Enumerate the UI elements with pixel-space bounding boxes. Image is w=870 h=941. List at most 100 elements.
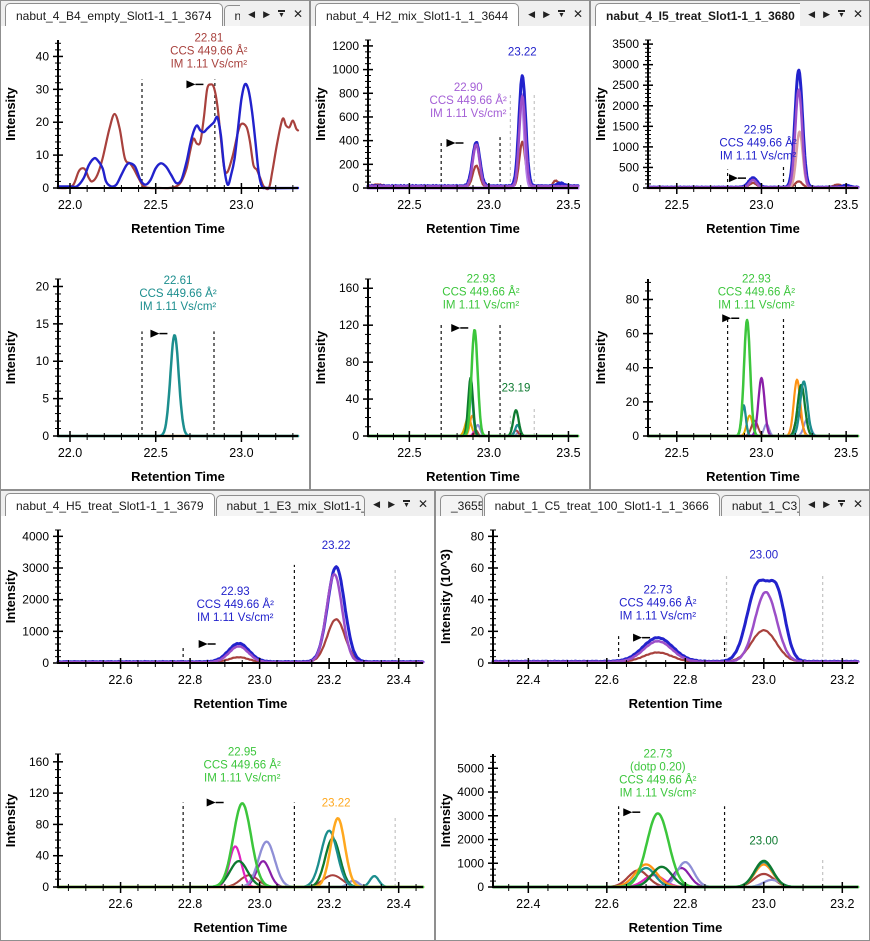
chromatogram-plot[interactable]: 0 40 80 120 160 22.5 23.0 23.5 Retention Time Int…: [311, 241, 589, 489]
svg-text:Intensity: Intensity: [3, 793, 18, 847]
svg-text:CCS 449.66 Å²: CCS 449.66 Å²: [619, 596, 697, 609]
close-window-button[interactable]: ✕: [852, 7, 863, 21]
tab-nabut_4_B4_empty_Slot1-1_1_3674[interactable]: nabut_4_B4_empty_Slot1-1_1_3674: [5, 3, 223, 26]
svg-text:0: 0: [477, 880, 484, 894]
svg-text:0: 0: [42, 429, 49, 443]
tab-controls: ◀ ▶ ▼ ✕: [365, 497, 431, 516]
svg-text:0: 0: [42, 880, 49, 894]
tab-bar: nabut_4_B4_empty_Slot1-1_1_3674nab ◀ ▶ ▼…: [1, 1, 309, 26]
chromatogram-window-1: nabut_4_B4_empty_Slot1-1_1_3674nab ◀ ▶ ▼…: [0, 0, 310, 490]
svg-text:120: 120: [339, 318, 359, 332]
svg-text:400: 400: [339, 134, 359, 148]
window-position-menu-button[interactable]: ▼: [403, 499, 410, 509]
chromatogram-plot[interactable]: 0 20 40 60 80 22.4 22.6 22.8 23.0 23.2 Retention T…: [436, 516, 869, 716]
tab-nabut_4_H5_treat_Slot1-1_1_3679[interactable]: nabut_4_H5_treat_Slot1-1_1_3679: [5, 493, 215, 516]
window-position-menu-button[interactable]: ▼: [278, 9, 285, 19]
scroll-tabs-left-button[interactable]: ◀: [808, 498, 816, 509]
chromatogram-window-4: nabut_4_H5_treat_Slot1-1_1_3679 nabut_1_E…: [0, 490, 435, 941]
chromatogram-plot[interactable]: 0 5 10 15 20 22.0 22.5 23.0 Retention Time Intens…: [1, 241, 309, 489]
close-window-button[interactable]: ✕: [292, 7, 303, 21]
tab-list: nabut_4_B4_empty_Slot1-1_1_3674nab: [5, 3, 241, 26]
svg-text:22.5: 22.5: [397, 446, 421, 460]
window-position-menu-button[interactable]: ▼: [558, 9, 565, 19]
window-position-menu-button[interactable]: ▼: [838, 9, 845, 19]
scroll-tabs-right-button[interactable]: ▶: [823, 8, 830, 19]
top-row: nabut_4_B4_empty_Slot1-1_1_3674nab ◀ ▶ ▼…: [0, 0, 870, 490]
svg-text:22.6: 22.6: [108, 673, 132, 687]
chromatogram-plot[interactable]: 0 500 1000 1500 2000 2500 3000 3500 22.5 23.0 23.5…: [591, 26, 869, 241]
svg-text:IM 1.11 Vs/cm²: IM 1.11 Vs/cm²: [620, 610, 697, 622]
chromatogram-plot[interactable]: 0 10 20 30 40 22.0 22.5 23.0 Retention Time Inten…: [1, 26, 309, 241]
svg-text:22.4: 22.4: [516, 897, 540, 911]
scroll-tabs-left-button[interactable]: ◀: [248, 8, 256, 19]
svg-text:(dotp 0.20): (dotp 0.20): [630, 762, 686, 774]
tab-nabut_1_C5_treat_100_Slot1-1_1_3666[interactable]: nabut_1_C5_treat_100_Slot1-1_1_3666: [483, 493, 720, 516]
window-position-menu-button[interactable]: ▼: [838, 499, 845, 509]
tab-nab[interactable]: nab: [223, 5, 241, 26]
tab-nabut_1_C3_trea[interactable]: nabut_1_C3_trea: [720, 495, 801, 516]
svg-text:22.90: 22.90: [454, 82, 483, 94]
svg-text:5000: 5000: [457, 761, 484, 775]
svg-text:22.73: 22.73: [643, 584, 672, 596]
chromatogram-plot[interactable]: 0 1000 2000 3000 4000 5000 22.4 22.6 22.8 23.0 23.…: [436, 716, 869, 940]
svg-text:200: 200: [339, 157, 359, 171]
close-window-button[interactable]: ✕: [572, 7, 583, 21]
svg-text:0: 0: [42, 181, 49, 195]
svg-text:23.22: 23.22: [322, 540, 351, 552]
tab-list: nabut_4_H5_treat_Slot1-1_1_3679 nabut_1_E…: [5, 493, 366, 516]
svg-text:23.0: 23.0: [229, 198, 253, 212]
tab-_3655[interactable]: _3655: [440, 495, 483, 516]
svg-text:Intensity: Intensity: [3, 569, 18, 623]
chromatogram-plot[interactable]: 0 200 400 600 800 1000 1200 22.5 23.0 23.5 Retenti…: [311, 26, 589, 241]
scroll-tabs-left-button[interactable]: ◀: [373, 498, 381, 509]
svg-text:Retention Time: Retention Time: [194, 920, 288, 935]
chromatogram-plot[interactable]: 0 1000 2000 3000 4000 22.6 22.8 23.0 23.2 23.4 Ret…: [1, 516, 434, 716]
svg-text:0: 0: [632, 181, 639, 195]
tab-list: nabut_4_H2_mix_Slot1-1_1_3644n: [315, 3, 521, 26]
svg-text:CCS 449.66 Å²: CCS 449.66 Å²: [718, 285, 796, 298]
svg-text:IM 1.11 Vs/cm²: IM 1.11 Vs/cm²: [620, 788, 697, 800]
scroll-tabs-right-button[interactable]: ▶: [543, 8, 550, 19]
close-window-button[interactable]: ✕: [852, 497, 863, 511]
svg-text:22.0: 22.0: [58, 446, 82, 460]
svg-text:0: 0: [352, 429, 359, 443]
svg-text:23.4: 23.4: [386, 897, 410, 911]
svg-text:23.2: 23.2: [830, 897, 854, 911]
svg-text:23.0: 23.0: [477, 446, 501, 460]
svg-text:20: 20: [36, 279, 50, 293]
close-window-button[interactable]: ✕: [417, 497, 428, 511]
svg-text:22.61: 22.61: [164, 275, 193, 287]
scroll-tabs-right-button[interactable]: ▶: [823, 498, 830, 509]
svg-text:Intensity: Intensity: [313, 330, 328, 384]
tab-nabut_1_E3_mix_Slot1-1_1_3[interactable]: nabut_1_E3_mix_Slot1-1_1_3: [215, 495, 366, 516]
svg-text:40: 40: [471, 593, 485, 607]
svg-text:Retention Time: Retention Time: [194, 696, 288, 711]
svg-text:22.5: 22.5: [144, 446, 168, 460]
svg-text:20: 20: [626, 395, 640, 409]
chromatogram-plot[interactable]: 0 20 40 60 80 22.5 23.0 23.5 Retention Time Inten…: [591, 241, 869, 489]
scroll-tabs-right-button[interactable]: ▶: [263, 8, 270, 19]
svg-text:600: 600: [339, 110, 359, 124]
svg-text:0: 0: [477, 656, 484, 670]
svg-text:80: 80: [471, 529, 485, 543]
svg-text:80: 80: [346, 355, 360, 369]
tab-nabut_4_H2_mix_Slot1-1_1_3644[interactable]: nabut_4_H2_mix_Slot1-1_1_3644: [315, 3, 520, 26]
svg-text:80: 80: [36, 817, 50, 831]
chromatogram-plot[interactable]: 0 40 80 120 160 22.6 22.8 23.0 23.2 23.4 Retention…: [1, 716, 434, 940]
svg-text:20: 20: [36, 115, 50, 129]
tab-nabut_4_I5_treat_Slot1-1_1_3680[interactable]: nabut_4_I5_treat_Slot1-1_1_3680: [595, 3, 801, 26]
svg-text:23.5: 23.5: [834, 198, 858, 212]
svg-text:IM 1.11 Vs/cm²: IM 1.11 Vs/cm²: [443, 300, 520, 312]
svg-text:1200: 1200: [332, 39, 359, 53]
svg-text:22.6: 22.6: [595, 673, 619, 687]
scroll-tabs-left-button[interactable]: ◀: [808, 8, 816, 19]
scroll-tabs-right-button[interactable]: ▶: [388, 498, 395, 509]
svg-text:Intensity: Intensity: [593, 330, 608, 384]
svg-text:CCS 449.66 Å²: CCS 449.66 Å²: [430, 94, 508, 107]
scroll-tabs-left-button[interactable]: ◀: [528, 8, 536, 19]
tab-bar: nabut_4_H5_treat_Slot1-1_1_3679 nabut_1_E…: [1, 491, 434, 516]
svg-text:23.00: 23.00: [749, 550, 778, 562]
svg-text:23.0: 23.0: [752, 897, 776, 911]
svg-text:CCS 449.66 Å²: CCS 449.66 Å²: [719, 136, 797, 149]
svg-text:0: 0: [352, 181, 359, 195]
